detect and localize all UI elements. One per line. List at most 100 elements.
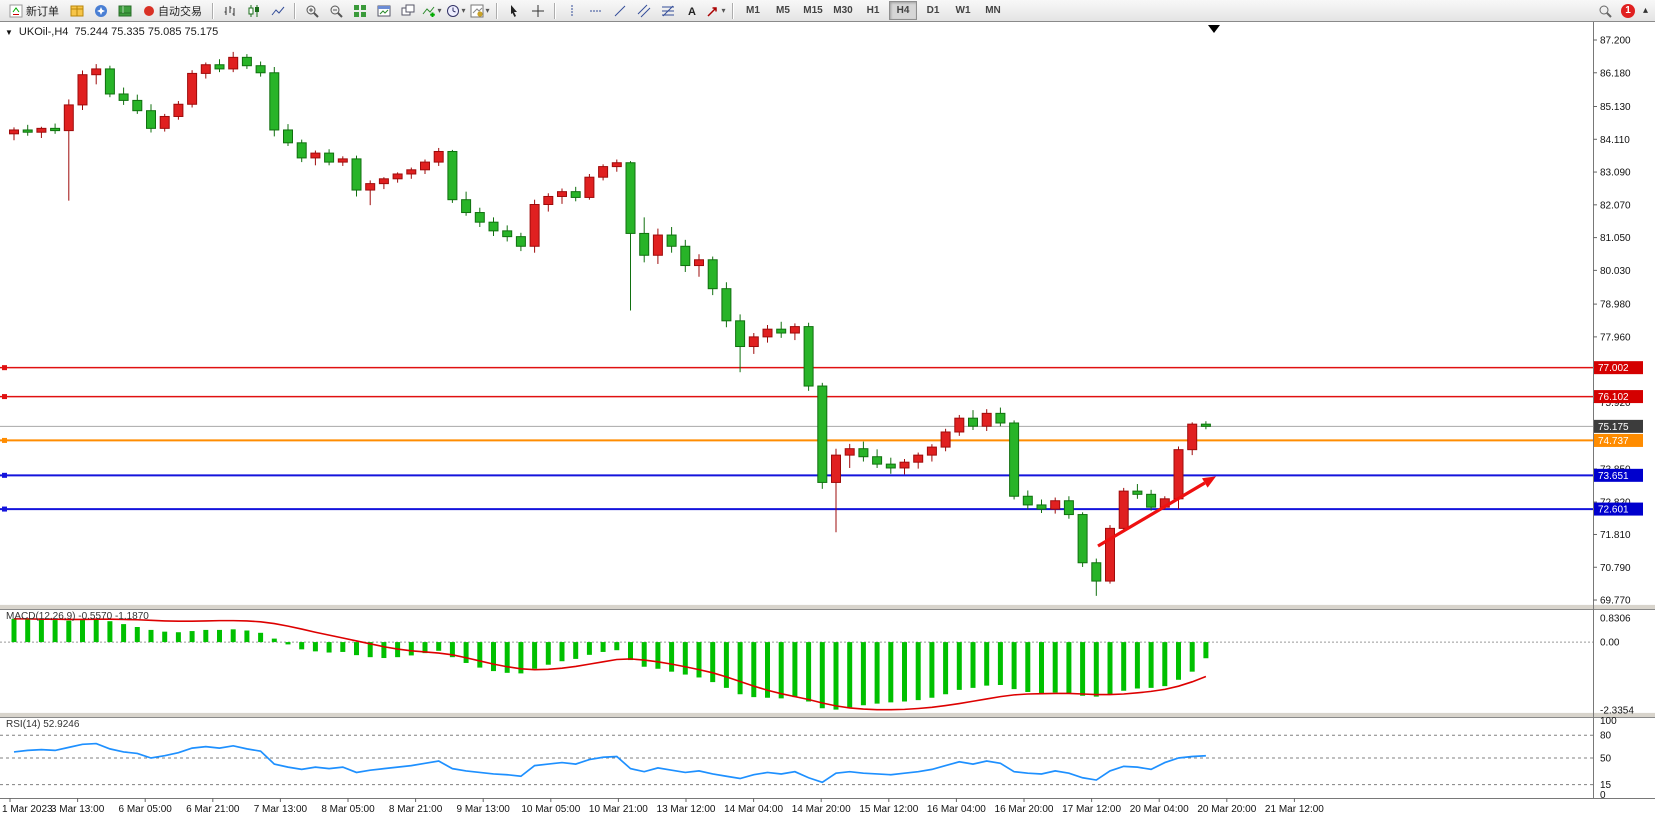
candle [652,234,663,256]
templates-icon[interactable]: ▾ [469,1,491,21]
time-axis-label: 20 Mar 04:00 [1130,804,1189,815]
zoom-out-icon[interactable] [325,1,347,21]
arrow-tools-icon[interactable]: ▾ [705,1,727,21]
crosshair-icon[interactable] [527,1,549,21]
candle [954,417,965,433]
candle [228,56,239,70]
candle [735,320,746,348]
chart-shift-marker[interactable] [1208,25,1220,33]
channel-icon[interactable] [633,1,655,21]
fibonacci-icon[interactable] [657,1,679,21]
line-anchor-handle[interactable] [2,394,7,400]
candle [63,104,74,132]
indicators-icon[interactable]: ▾ [421,1,443,21]
candle [1009,422,1020,497]
chart-menu-icon[interactable]: ▼ [5,27,13,37]
timeframe-button-m5[interactable]: M5 [776,5,790,16]
chart-background [0,22,1655,827]
time-axis-label: 8 Mar 05:00 [321,804,375,815]
candlestick-chart-icon[interactable] [243,1,265,21]
timeframe-button-h1[interactable]: H1 [866,5,880,16]
market-watch-icon[interactable] [66,1,88,21]
zoom-in-icon[interactable] [301,1,323,21]
candle [146,110,156,129]
candle [639,232,650,256]
price-tag [1594,502,1643,516]
new-order-button[interactable]: 新订单 [4,1,64,21]
time-axis-label: 21 Mar 12:00 [1265,804,1324,815]
candle [420,161,430,171]
candle [776,328,787,334]
timeframe-button-d1[interactable]: D1 [926,5,940,16]
timeframe-button-h4[interactable]: H4 [889,1,917,20]
candle [1022,495,1033,506]
candle [529,204,540,247]
trend-arrow-head[interactable] [1202,476,1216,488]
candle [981,412,992,427]
timeframe-button-m30[interactable]: M30 [833,5,853,16]
timeframe-button-m15[interactable]: M15 [803,5,823,16]
time-axis-label: 10 Mar 05:00 [521,804,580,815]
price-axis-label: 70.790 [1600,563,1631,574]
candle [104,68,115,95]
line-anchor-handle[interactable] [2,437,7,443]
line-chart-icon[interactable] [267,1,289,21]
chart-header: ▼ UKOil-,H4 75.244 75.335 75.085 75.175 [5,26,218,38]
collapse-toolbar-icon[interactable]: ▴ [1642,5,1648,16]
panel-splitter-macd-rsi[interactable] [0,712,1655,718]
tile-windows-icon[interactable] [349,1,371,21]
price-tag [1594,433,1643,447]
new-chart-icon[interactable] [373,1,395,21]
horizontal-line-icon[interactable] [585,1,607,21]
cursor-icon[interactable] [503,1,525,21]
notification-badge[interactable]: 1 [1620,3,1635,18]
search-icon[interactable] [1594,1,1616,21]
auto-trading-button[interactable]: 自动交易 [138,1,207,21]
time-axis-label: 7 Mar 13:00 [254,804,308,815]
panel-splitter-main-macd[interactable] [0,604,1655,610]
candle [378,178,389,185]
candle [173,103,184,117]
price-axis-label: 69.770 [1600,596,1631,607]
price-tag-label: 73.651 [1598,471,1629,482]
line-anchor-handle[interactable] [2,506,7,512]
chart-list-icon[interactable] [397,1,419,21]
trendline-icon[interactable] [609,1,631,21]
periods-icon[interactable]: ▾ [445,1,467,21]
time-axis-label: 14 Mar 20:00 [792,804,851,815]
vertical-line-icon[interactable] [561,1,583,21]
candle [1077,514,1088,564]
candle [762,328,773,338]
price-axis-label: 85.130 [1600,102,1631,113]
candle [392,173,403,180]
navigator-icon[interactable] [90,1,112,21]
candle [940,431,951,448]
line-anchor-handle[interactable] [2,365,7,371]
time-axis-label: 14 Mar 04:00 [724,804,783,815]
text-tool-icon[interactable]: A [681,1,703,21]
trend-arrow-line[interactable] [1097,481,1206,548]
timeframe-button-m1[interactable]: M1 [746,5,760,16]
candle [543,195,554,206]
price-axis-label: 80.030 [1600,266,1631,277]
macd-signal-line [14,618,1207,711]
candle [817,385,828,483]
candle [461,199,472,214]
candle [803,326,814,387]
time-axis-label: 9 Mar 13:00 [457,804,511,815]
bar-chart-icon[interactable] [219,1,241,21]
price-tag [1594,361,1643,375]
candle [132,99,143,112]
candle [324,152,335,163]
terminal-icon[interactable] [114,1,136,21]
chart-canvas[interactable]: 87.200 86.180 85.130 84.110 83.090 82.070 81.0… [0,22,1655,827]
timeframe-button-mn[interactable]: MN [985,5,1001,16]
line-anchor-handle[interactable] [2,472,7,478]
candle [1146,493,1157,508]
candle [1063,500,1074,516]
candle [694,259,704,267]
timeframe-button-w1[interactable]: W1 [955,5,971,16]
time-axis-label: 6 Mar 05:00 [119,804,173,815]
price-tag [1594,468,1643,482]
candle [22,129,33,133]
